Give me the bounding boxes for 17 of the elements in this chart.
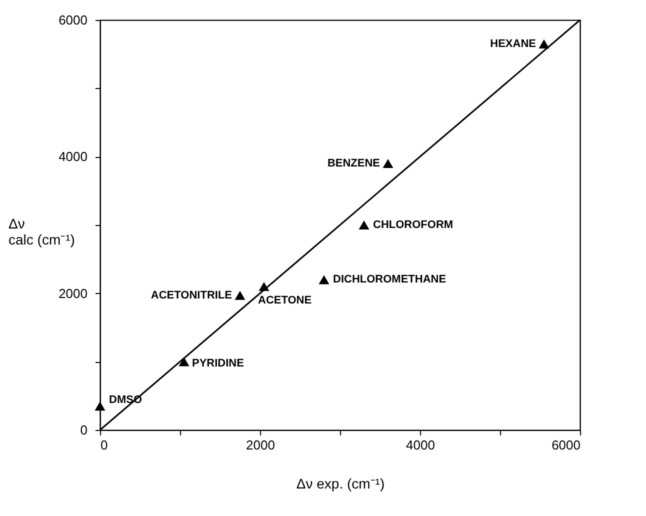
- x-axis-title: Δν exp. (cm⁻¹): [296, 476, 385, 492]
- x-tick-label: 0: [100, 438, 108, 452]
- y-tick-label: 0: [80, 422, 88, 438]
- x-tick-label: 4000: [406, 438, 435, 452]
- annotation: CHLOROFORM: [373, 219, 454, 231]
- x-tick-label: 2000: [246, 438, 275, 452]
- x-tick-label: 6000: [552, 438, 580, 452]
- y-axis-title: Δν calc (cm⁻¹): [8, 216, 75, 248]
- annotation: ACETONITRILE: [150, 289, 232, 302]
- y-tick-label: 2000: [58, 286, 88, 301]
- y-tick-label: 6000: [58, 12, 88, 28]
- annotation: ACETONE: [258, 294, 312, 306]
- annotation: PYRIDINE: [192, 358, 244, 370]
- y-tick-label: 4000: [58, 149, 88, 164]
- annotation: BENZENE: [327, 158, 380, 170]
- annotation: DICHLOROMETHANE: [333, 274, 446, 286]
- annotation: HEXANE: [490, 38, 536, 50]
